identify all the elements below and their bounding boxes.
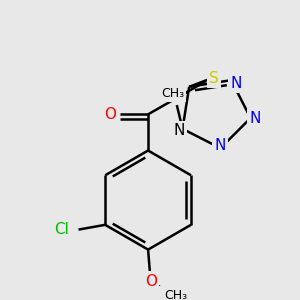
Text: S: S bbox=[209, 70, 219, 86]
Text: N: N bbox=[250, 111, 261, 126]
Text: Cl: Cl bbox=[54, 222, 69, 237]
Text: O: O bbox=[145, 274, 157, 289]
Text: O: O bbox=[104, 107, 116, 122]
Text: CH₃: CH₃ bbox=[161, 87, 184, 100]
Text: N: N bbox=[230, 76, 242, 91]
Text: N: N bbox=[173, 123, 184, 138]
Text: CH₃: CH₃ bbox=[164, 289, 187, 300]
Text: N: N bbox=[215, 138, 226, 153]
